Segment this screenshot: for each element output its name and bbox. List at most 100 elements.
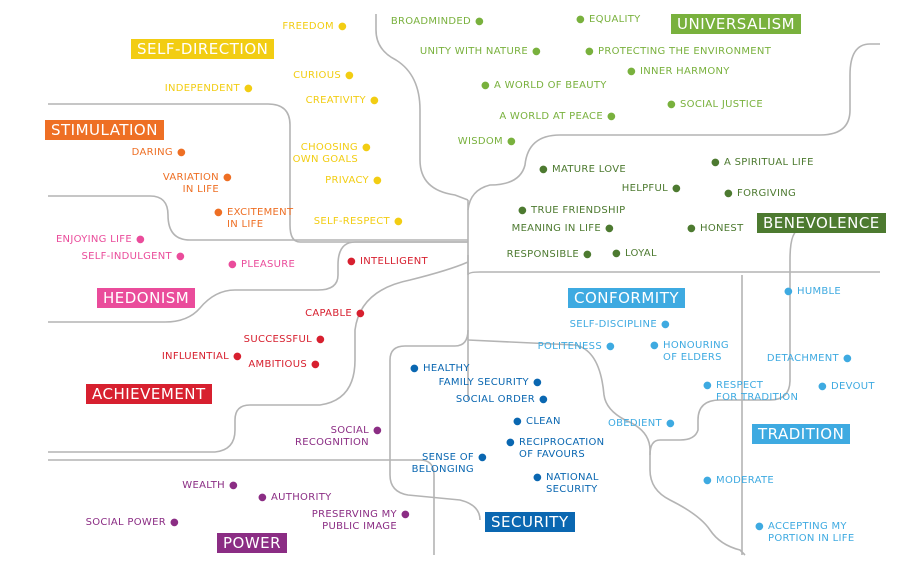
value-dot-icon: ●: [533, 472, 543, 483]
value-label: ● FORGIVING: [720, 188, 796, 200]
value-text: CHOOSING OWN GOALS: [292, 142, 358, 165]
value-dot-icon: ●: [135, 234, 145, 245]
branch-line: [649, 229, 880, 456]
value-dot-icon: ●: [660, 319, 670, 330]
value-dot-icon: ●: [513, 416, 523, 427]
category-universalism: UNIVERSALISM: [671, 14, 802, 34]
value-label: ● PLEASURE: [224, 259, 295, 271]
value-dot-icon: ●: [842, 353, 852, 364]
value-text: HEALTHY: [423, 363, 470, 374]
value-label: PRIVACY ●: [325, 175, 386, 187]
value-text: POLITENESS: [537, 341, 602, 352]
value-dot-icon: ●: [372, 425, 382, 436]
value-text: FAMILY SECURITY: [438, 377, 529, 388]
value-dot-icon: ●: [606, 111, 616, 122]
value-text: HONOURING OF ELDERS: [663, 340, 729, 363]
value-label: INDEPENDENT ●: [165, 83, 257, 95]
value-text: INDEPENDENT: [164, 83, 240, 94]
value-text: ENJOYING LIFE: [55, 234, 132, 245]
value-dot-icon: ●: [687, 223, 697, 234]
value-label: SENSE OF BELONGING●: [412, 452, 491, 476]
value-text: PLEASURE: [241, 259, 296, 270]
value-text: SOCIAL JUSTICE: [680, 99, 763, 110]
value-label: ● INNER HARMONY: [623, 66, 730, 78]
value-text: SOCIAL RECOGNITION: [294, 425, 369, 448]
category-power: POWER: [217, 533, 288, 553]
value-label: ● HONEST: [683, 223, 743, 235]
value-text: INNER HARMONY: [640, 66, 730, 77]
value-text: LOYAL: [625, 248, 657, 259]
value-dot-icon: ●: [667, 99, 677, 110]
value-label: A WORLD AT PEACE ●: [499, 111, 620, 123]
value-label: ● NATIONAL SECURITY: [529, 472, 599, 496]
value-label: CREATIVITY ●: [306, 95, 383, 107]
value-text: EQUALITY: [589, 14, 641, 25]
value-label: RESPONSIBLE ●: [507, 249, 596, 261]
value-text: AUTHORITY: [271, 492, 332, 503]
value-dot-icon: ●: [582, 249, 592, 260]
value-label: ● RECIPROCATION OF FAVOURS: [502, 437, 604, 461]
value-text: PRESERVING MY PUBLIC IMAGE: [311, 509, 397, 532]
value-text: SUCCESSFUL: [243, 334, 312, 345]
branch-line: [48, 261, 469, 453]
value-label: ● HEALTHY: [406, 363, 470, 375]
value-dot-icon: ●: [400, 509, 410, 520]
value-dot-icon: ●: [665, 418, 675, 429]
value-dot-icon: ●: [337, 21, 347, 32]
value-text: SOCIAL POWER: [85, 517, 166, 528]
value-dot-icon: ●: [506, 136, 516, 147]
value-dot-icon: ●: [477, 452, 487, 463]
value-label: ● PROTECTING THE ENVIRONMENT: [581, 46, 771, 58]
value-label: ● RESPECT FOR TRADITION: [699, 380, 798, 404]
value-text: A WORLD AT PEACE: [499, 111, 603, 122]
value-label: INFLUENTIAL ●: [162, 351, 246, 363]
value-text: A WORLD OF BEAUTY: [494, 80, 607, 91]
value-label: SOCIAL POWER ●: [86, 517, 183, 529]
value-dot-icon: ●: [506, 437, 516, 448]
value-label: ENJOYING LIFE ●: [56, 234, 149, 246]
value-dot-icon: ●: [393, 216, 403, 227]
value-text: CAPABLE: [305, 308, 352, 319]
branch-line: [375, 14, 469, 201]
value-dot-icon: ●: [711, 157, 721, 168]
value-text: BROADMINDED: [390, 16, 471, 27]
branch-line: [48, 241, 468, 323]
value-label: ● SOCIAL JUSTICE: [663, 99, 763, 111]
value-label: ● INTELLIGENT: [343, 256, 428, 268]
value-label: SOCIAL RECOGNITION●: [295, 425, 386, 449]
category-conformity: CONFORMITY: [568, 288, 686, 308]
value-text: CURIOUS: [293, 70, 341, 81]
value-text: VARIATION IN LIFE: [162, 172, 219, 195]
value-dot-icon: ●: [355, 308, 365, 319]
value-dot-icon: ●: [222, 172, 232, 183]
value-text: SELF-DISCIPLINE: [569, 319, 657, 330]
value-dot-icon: ●: [612, 248, 622, 259]
value-text: EXCITEMENT IN LIFE: [227, 207, 294, 230]
branch-line: [48, 195, 468, 241]
value-label: FREEDOM ●: [282, 21, 351, 33]
value-text: FREEDOM: [282, 21, 334, 32]
value-dot-icon: ●: [258, 492, 268, 503]
category-benevolence: BENEVOLENCE: [757, 213, 886, 233]
value-dot-icon: ●: [310, 359, 320, 370]
value-label: ● DEVOUT: [814, 381, 875, 393]
value-text: WISDOM: [457, 136, 503, 147]
value-text: INTELLIGENT: [360, 256, 428, 267]
value-label: ● ACCEPTING MY PORTION IN LIFE: [751, 521, 854, 545]
value-label: CAPABLE ●: [305, 308, 369, 320]
value-label: WEALTH ●: [182, 480, 242, 492]
value-text: SELF-INDULGENT: [81, 251, 172, 262]
value-dot-icon: ●: [604, 223, 614, 234]
value-text: HUMBLE: [797, 286, 842, 297]
value-label: ● CLEAN: [509, 416, 561, 428]
value-dot-icon: ●: [784, 286, 794, 297]
value-dot-icon: ●: [344, 70, 354, 81]
category-tradition: TRADITION: [752, 424, 851, 444]
value-text: SOCIAL ORDER: [455, 394, 535, 405]
value-label: CHOOSING OWN GOALS●: [293, 142, 375, 166]
value-text: MODERATE: [716, 475, 774, 486]
value-label: ● EXCITEMENT IN LIFE: [210, 207, 293, 231]
value-text: RESPONSIBLE: [506, 249, 579, 260]
value-text: HELPFUL: [621, 183, 668, 194]
value-dot-icon: ●: [703, 475, 713, 486]
